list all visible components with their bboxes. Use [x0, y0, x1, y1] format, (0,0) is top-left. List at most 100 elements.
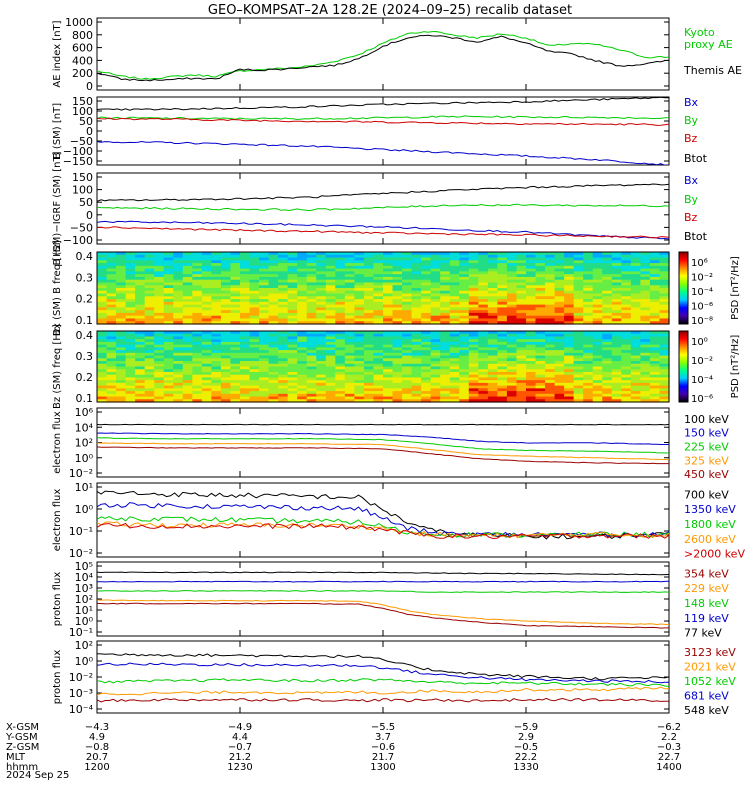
- heatmap-cell: [497, 371, 508, 376]
- heatmap-cell: [163, 299, 174, 303]
- heatmap-cell: [268, 257, 279, 261]
- heatmap-cell: [144, 355, 155, 359]
- heatmap-cell: [592, 293, 603, 297]
- heatmap-cell: [583, 252, 594, 256]
- heatmap-cell: [497, 293, 508, 297]
- heatmap-cell: [468, 393, 479, 398]
- heatmap-cell: [630, 377, 641, 381]
- heatmap-cell: [592, 336, 603, 340]
- heatmap-cell: [506, 263, 518, 267]
- heatmap-cell: [640, 296, 651, 300]
- heatmap-cell: [649, 279, 661, 284]
- heatmap-cell: [297, 293, 308, 297]
- heatmap-cell: [335, 361, 346, 365]
- heatmap-cell: [344, 358, 355, 362]
- heatmap-cell: [649, 254, 661, 259]
- series-line: [97, 423, 669, 426]
- heatmap-cell: [163, 301, 174, 306]
- heatmap-cell: [487, 363, 498, 368]
- heatmap-cell: [97, 382, 108, 387]
- heatmap-cell: [163, 355, 174, 359]
- heatmap-cell: [97, 276, 108, 281]
- heatmap-cell: [630, 312, 641, 317]
- heatmap-cell: [106, 388, 117, 392]
- heatmap-cell: [182, 288, 193, 292]
- heatmap-cell: [611, 380, 622, 384]
- heatmap-cell: [335, 331, 346, 335]
- heatmap-cell: [478, 396, 489, 400]
- y-tick-label: 10⁴: [75, 421, 94, 434]
- heatmap-cell: [383, 341, 394, 346]
- heatmap-cell: [125, 304, 136, 308]
- heatmap-cell: [506, 299, 518, 303]
- heatmap-cell: [125, 385, 136, 389]
- heatmap-cell: [287, 380, 298, 384]
- heatmap-cell: [516, 374, 527, 379]
- x-tick-label: 21.7: [372, 752, 394, 763]
- heatmap-cell: [516, 336, 527, 340]
- heatmap-cell: [297, 355, 308, 359]
- heatmap-cell: [192, 358, 203, 362]
- heatmap-cell: [564, 282, 575, 286]
- heatmap-cell: [97, 271, 108, 275]
- heatmap-cell: [592, 339, 603, 343]
- heatmap-cell: [497, 315, 508, 320]
- heatmap-cell: [573, 366, 584, 370]
- heatmap-cell: [182, 263, 193, 267]
- heatmap-cell: [611, 391, 622, 395]
- heatmap-cell: [554, 299, 565, 303]
- heatmap-cell: [201, 271, 212, 275]
- heatmap-cell: [621, 352, 632, 357]
- heatmap-cell: [240, 385, 251, 389]
- heatmap-cell: [602, 282, 613, 286]
- heatmap-cell: [220, 358, 232, 362]
- heatmap-cell: [220, 299, 232, 303]
- heatmap-cell: [201, 268, 212, 272]
- heatmap-cell: [144, 321, 155, 325]
- heatmap-cell: [173, 341, 184, 346]
- heatmap-cell: [201, 369, 212, 373]
- heatmap-cell: [468, 347, 479, 351]
- heatmap-cell: [402, 369, 413, 373]
- heatmap-cell: [316, 366, 327, 370]
- heatmap-cell: [278, 363, 289, 368]
- heatmap-cell: [468, 315, 479, 320]
- heatmap-cell: [554, 285, 565, 289]
- heatmap-cell: [220, 276, 232, 281]
- heatmap-cell: [411, 310, 422, 314]
- heatmap-cell: [583, 371, 594, 376]
- heatmap-cell: [106, 285, 117, 289]
- heatmap-cell: [449, 276, 460, 281]
- heatmap-cell: [297, 366, 308, 370]
- heatmap-cell: [220, 382, 232, 387]
- heatmap-cell: [154, 279, 165, 284]
- heatmap-cell: [659, 396, 670, 400]
- heatmap-cell: [383, 276, 394, 281]
- heatmap-cell: [287, 252, 298, 256]
- heatmap-cell: [402, 352, 413, 357]
- heatmap-cell: [421, 318, 432, 322]
- heatmap-cell: [259, 282, 270, 286]
- heatmap-cell: [354, 382, 365, 387]
- heatmap-cell: [125, 263, 136, 267]
- heatmap-cell: [373, 296, 384, 300]
- heatmap-cell: [135, 312, 146, 317]
- heatmap-cell: [545, 276, 556, 281]
- heatmap-cell: [325, 321, 336, 325]
- heatmap-cell: [535, 382, 546, 387]
- heatmap-cell: [259, 296, 270, 300]
- heatmap-cell: [468, 361, 479, 365]
- heatmap-cell: [630, 307, 641, 311]
- panel-5: Bz (SM) freq [Hz] 0.40.30.20.110⁰10⁻²10⁻⁴…: [52, 324, 741, 409]
- heatmap-cell: [506, 288, 518, 292]
- heatmap-cell: [440, 265, 451, 270]
- heatmap-cell: [611, 299, 622, 303]
- heatmap-cell: [325, 380, 336, 384]
- heatmap-cell: [268, 385, 279, 389]
- heatmap-cell: [135, 366, 146, 370]
- heatmap-cell: [182, 299, 193, 303]
- heatmap-cell: [154, 331, 165, 335]
- heatmap-cell: [583, 260, 594, 264]
- heatmap-cell: [363, 331, 375, 335]
- heatmap-cell: [602, 268, 613, 272]
